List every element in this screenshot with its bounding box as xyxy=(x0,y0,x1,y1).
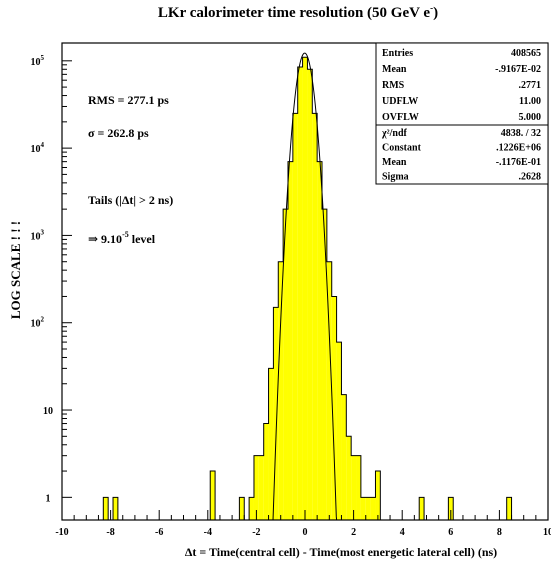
stats-value: -.9167E-02 xyxy=(495,64,541,75)
histogram-bar xyxy=(297,66,303,520)
stats-label: Mean xyxy=(382,64,407,75)
histogram-bar xyxy=(448,497,454,520)
stats-label: OVFLW xyxy=(382,112,419,123)
stats-value: 11.00 xyxy=(519,96,541,107)
stats-value: .2771 xyxy=(519,80,542,91)
x-tick-label: 2 xyxy=(351,527,356,538)
stats-label: Entries xyxy=(382,48,413,59)
x-tick-label: 6 xyxy=(448,527,453,538)
y-tick-label: 102 xyxy=(31,316,45,330)
x-tick-label: -10 xyxy=(55,527,68,538)
histogram-bar xyxy=(287,161,293,520)
histogram-bar xyxy=(326,261,332,520)
histogram-bar xyxy=(375,471,381,520)
annotation-sigma: σ = 262.8 ps xyxy=(88,126,149,140)
annotation-rms: RMS = 277.1 ps xyxy=(88,93,169,107)
x-tick-label: -8 xyxy=(106,527,114,538)
y-axis-label: LOG SCALE ! ! ! xyxy=(8,221,23,319)
stats-value: .2628 xyxy=(519,172,542,183)
annotation-level: ⇒ 9.10-5 level xyxy=(88,230,156,246)
y-tick-label: 1 xyxy=(46,493,51,504)
stats-value: -.1176E-01 xyxy=(496,157,541,168)
histogram-bar xyxy=(365,497,371,520)
y-tick-label: 10 xyxy=(43,406,53,417)
y-tick-label: 104 xyxy=(31,141,45,155)
histogram-bar xyxy=(253,455,259,520)
x-tick-label: 4 xyxy=(400,527,405,538)
histogram-bar xyxy=(331,296,337,520)
x-axis-ticks: -10 -8 -6 -4 -2 0 2 4 6 8 10 xyxy=(55,510,551,538)
histogram-bar xyxy=(351,455,357,520)
histogram-bar xyxy=(307,69,313,520)
stats-rows: Entries 408565 Mean -.9167E-02 RMS .2771 UDFLW… xyxy=(381,48,541,183)
stats-label: χ²/ndf xyxy=(381,128,408,139)
stats-value: 4838. / 32 xyxy=(501,128,541,139)
x-tick-label: 0 xyxy=(303,527,308,538)
histogram-bar xyxy=(419,497,425,520)
histogram-bar xyxy=(346,436,352,520)
histogram-bar xyxy=(268,368,274,520)
histogram-bar xyxy=(292,113,298,520)
x-tick-label: -6 xyxy=(155,527,163,538)
histogram-bar xyxy=(370,497,376,520)
histogram-outline xyxy=(102,56,513,520)
y-tick-label: 105 xyxy=(31,54,45,68)
histogram-bar xyxy=(278,261,284,520)
histogram-bar xyxy=(258,455,264,520)
histogram-bar xyxy=(312,113,318,520)
histogram-bar xyxy=(113,497,118,520)
histogram-bar xyxy=(263,423,269,520)
stats-label: RMS xyxy=(382,80,405,91)
stats-value: 5.000 xyxy=(519,112,542,123)
stats-value: 408565 xyxy=(511,48,541,59)
histogram-bar xyxy=(317,161,323,520)
histogram-bar xyxy=(322,209,327,520)
chart-title: LKr calorimeter time resolution (50 GeV … xyxy=(158,3,438,21)
x-tick-label: 8 xyxy=(497,527,502,538)
histogram-bar xyxy=(249,497,254,520)
histogram-bar xyxy=(273,307,279,520)
stats-label: Constant xyxy=(382,143,422,154)
stats-label: Mean xyxy=(382,157,407,168)
histogram-bar xyxy=(283,209,288,520)
x-tick-label: 10 xyxy=(543,527,551,538)
histogram-bar xyxy=(302,57,308,520)
histogram-bar xyxy=(103,497,109,520)
histogram-bar xyxy=(336,342,342,520)
x-tick-label: -2 xyxy=(252,527,260,538)
stats-value: .1226E+06 xyxy=(496,143,541,154)
histogram-bar xyxy=(356,455,361,520)
histogram-bar xyxy=(239,497,245,520)
histogram-bar xyxy=(210,471,216,520)
stats-box: Entries 408565 Mean -.9167E-02 RMS .2771 UDFLW… xyxy=(375,42,549,185)
histogram-bar xyxy=(341,394,347,520)
annotation-tails: Tails (|Δt| > 2 ns) xyxy=(88,193,173,207)
histogram-bar xyxy=(360,497,366,520)
x-axis-label: Δt = Time(central cell) - Time(most ener… xyxy=(185,545,497,559)
gaussian-fit-curve xyxy=(270,52,340,521)
x-tick-label: -4 xyxy=(204,527,212,538)
stats-label: Sigma xyxy=(382,172,409,183)
histogram-bar xyxy=(506,497,512,520)
stats-label: UDFLW xyxy=(382,96,418,107)
histogram-bars xyxy=(103,57,512,520)
stats-box-frame xyxy=(375,42,549,185)
y-tick-label: 103 xyxy=(31,228,45,242)
y-axis-ticks: 1 10 102 103 104 105 xyxy=(31,54,72,504)
